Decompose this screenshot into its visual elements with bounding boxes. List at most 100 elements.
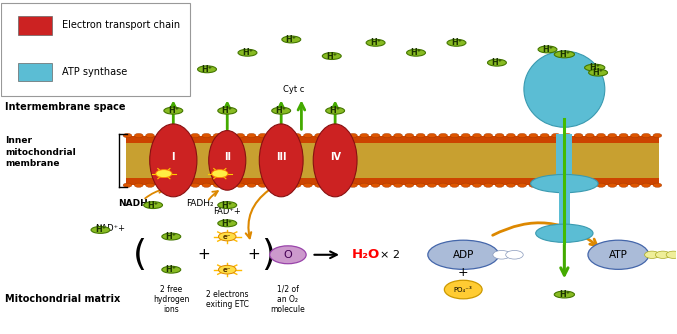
Ellipse shape (179, 183, 188, 187)
Text: e⁻: e⁻ (223, 267, 232, 273)
Ellipse shape (428, 240, 499, 269)
Text: Cyt c: Cyt c (282, 85, 304, 94)
Ellipse shape (315, 133, 324, 138)
Ellipse shape (506, 183, 515, 187)
Ellipse shape (269, 183, 278, 187)
Text: H⁺: H⁺ (202, 65, 213, 74)
Ellipse shape (619, 183, 628, 187)
Ellipse shape (202, 133, 211, 138)
Ellipse shape (538, 46, 557, 53)
Ellipse shape (653, 133, 662, 138)
Ellipse shape (552, 183, 561, 187)
Text: H⁺: H⁺ (492, 58, 502, 67)
Ellipse shape (168, 183, 177, 187)
Ellipse shape (360, 133, 369, 138)
Ellipse shape (337, 183, 346, 187)
FancyBboxPatch shape (126, 136, 659, 185)
Ellipse shape (247, 183, 256, 187)
Ellipse shape (238, 49, 257, 56)
Ellipse shape (642, 183, 651, 187)
Ellipse shape (218, 220, 237, 227)
Ellipse shape (259, 124, 303, 197)
Ellipse shape (518, 133, 527, 138)
Ellipse shape (259, 183, 267, 187)
Ellipse shape (371, 133, 380, 138)
Ellipse shape (461, 133, 470, 138)
Ellipse shape (588, 69, 607, 76)
Ellipse shape (563, 183, 571, 187)
Text: H⁺: H⁺ (95, 225, 106, 234)
Ellipse shape (202, 183, 211, 187)
Text: I: I (171, 152, 175, 162)
Ellipse shape (495, 133, 504, 138)
Ellipse shape (123, 133, 132, 138)
Ellipse shape (619, 133, 628, 138)
Ellipse shape (337, 133, 346, 138)
Ellipse shape (247, 133, 256, 138)
Ellipse shape (157, 183, 166, 187)
Ellipse shape (134, 183, 143, 187)
Ellipse shape (225, 183, 234, 187)
Ellipse shape (563, 133, 571, 138)
Ellipse shape (371, 183, 380, 187)
Ellipse shape (642, 133, 651, 138)
Ellipse shape (209, 131, 246, 190)
Text: H⁺: H⁺ (330, 106, 341, 115)
Ellipse shape (218, 202, 237, 208)
Text: H⁺: H⁺ (451, 38, 462, 47)
Ellipse shape (146, 183, 154, 187)
Ellipse shape (506, 133, 515, 138)
Ellipse shape (596, 133, 605, 138)
Text: Inner
mitochondrial
membrane: Inner mitochondrial membrane (5, 137, 76, 168)
Ellipse shape (405, 133, 414, 138)
Ellipse shape (427, 133, 436, 138)
Ellipse shape (630, 133, 639, 138)
Text: NAD⁺+: NAD⁺+ (95, 224, 126, 233)
Ellipse shape (461, 183, 470, 187)
Ellipse shape (531, 174, 598, 193)
Text: 2 electrons
exiting ETC: 2 electrons exiting ETC (206, 290, 248, 309)
Text: Mitochondrial matrix: Mitochondrial matrix (5, 295, 120, 305)
Ellipse shape (281, 183, 290, 187)
Ellipse shape (586, 183, 594, 187)
Ellipse shape (349, 183, 357, 187)
Ellipse shape (162, 266, 181, 273)
Ellipse shape (236, 183, 244, 187)
Ellipse shape (608, 133, 617, 138)
Text: H⁺: H⁺ (221, 106, 233, 115)
FancyBboxPatch shape (1, 3, 190, 96)
Ellipse shape (588, 240, 649, 269)
Ellipse shape (574, 183, 583, 187)
Ellipse shape (540, 183, 549, 187)
Text: H⁺: H⁺ (410, 48, 422, 57)
Text: H⁺: H⁺ (559, 290, 570, 299)
Ellipse shape (236, 133, 244, 138)
Circle shape (645, 251, 659, 259)
Ellipse shape (281, 133, 290, 138)
Text: H⁺: H⁺ (592, 68, 604, 77)
Ellipse shape (586, 133, 594, 138)
Ellipse shape (303, 133, 312, 138)
Text: H⁺: H⁺ (242, 48, 253, 57)
Ellipse shape (447, 39, 466, 46)
Ellipse shape (407, 49, 425, 56)
Ellipse shape (574, 133, 583, 138)
Circle shape (156, 170, 172, 178)
Ellipse shape (427, 183, 436, 187)
Text: Electron transport chain: Electron transport chain (62, 20, 180, 30)
Ellipse shape (191, 133, 200, 138)
Ellipse shape (157, 133, 166, 138)
Circle shape (219, 232, 236, 241)
Text: H⁺: H⁺ (542, 45, 553, 54)
Text: (: ( (133, 238, 147, 272)
Circle shape (269, 246, 306, 264)
Ellipse shape (416, 133, 425, 138)
Ellipse shape (495, 183, 504, 187)
Ellipse shape (524, 51, 605, 127)
Text: IV: IV (330, 152, 341, 162)
Text: ATP synthase: ATP synthase (62, 67, 127, 77)
Text: H⁺: H⁺ (221, 219, 233, 228)
Ellipse shape (630, 183, 639, 187)
Circle shape (444, 280, 482, 299)
Circle shape (655, 251, 670, 259)
